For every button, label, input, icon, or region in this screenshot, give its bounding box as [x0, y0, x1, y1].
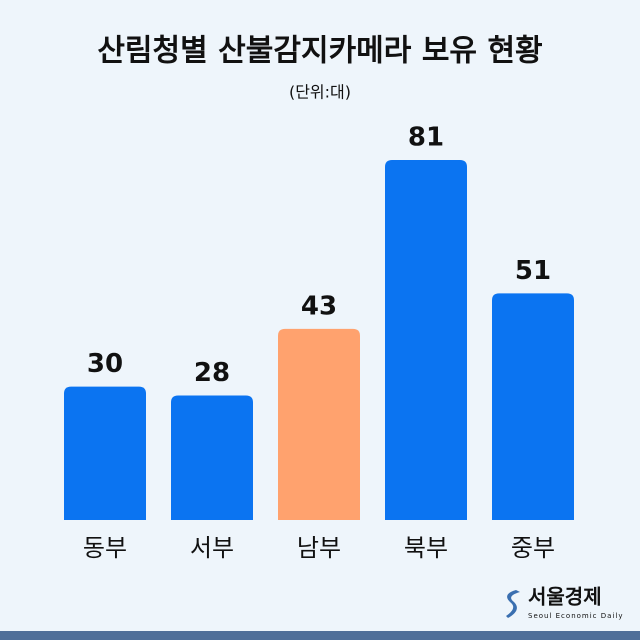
bottom-strip	[0, 631, 640, 640]
logo: 서울경제 Seoul Economic Daily	[506, 585, 623, 620]
value-label: 51	[515, 256, 551, 286]
value-label: 43	[301, 291, 337, 321]
x-tick-label: 중부	[511, 534, 555, 562]
bar	[385, 160, 467, 520]
x-tick-label: 북부	[404, 534, 448, 562]
x-tick-label: 남부	[297, 534, 341, 562]
chart-title: 산림청별 산불감지카메라 보유 현황	[97, 34, 542, 69]
x-tick-label: 동부	[83, 534, 127, 562]
logo-tagline: Seoul Economic Daily	[528, 612, 623, 620]
bar	[492, 293, 574, 520]
chart-subtitle: (단위:대)	[289, 83, 351, 102]
logo-name: 서울경제	[528, 585, 602, 609]
x-tick-label: 서부	[190, 534, 234, 562]
value-label: 28	[194, 358, 230, 388]
bar	[64, 386, 146, 520]
bar	[171, 395, 253, 520]
bar	[278, 328, 360, 520]
value-label: 81	[408, 123, 444, 153]
value-label: 30	[87, 349, 123, 379]
logo-icon	[506, 590, 520, 618]
